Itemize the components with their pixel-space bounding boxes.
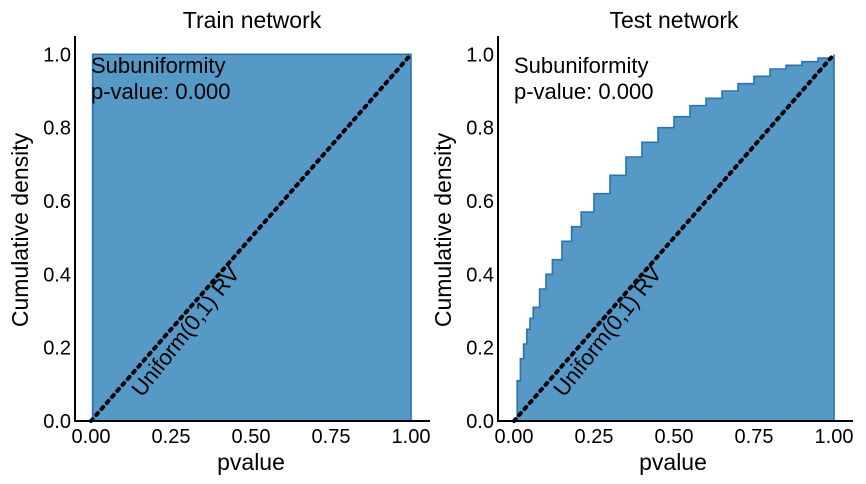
train-y-tick-label: 0.8 [43,118,71,140]
train-x-tick-label: 0.50 [232,426,271,448]
train-y-tick-label: 0.2 [43,338,71,360]
train-annotation-line-2: p-value: 0.000 [91,79,230,104]
test-y-tick-label: 0.0 [466,411,494,433]
test-x-tick-label: 0.50 [655,426,694,448]
test-y-axis-label: Cumulative density [430,132,456,327]
test-plot-area: 0.00 0.25 0.50 0.75 1.00 0.0 0.2 0.4 0.6 0.8 1.0 [466,36,853,448]
train-chart-title: Train network [183,7,322,33]
test-annotation-line-1: Subuniformity [514,53,649,78]
train-y-tick-label: 0.4 [43,264,71,286]
train-x-tick-label: 0.00 [72,426,111,448]
train-x-axis-label: pvalue [217,449,285,475]
train-x-tick-label: 0.25 [152,426,191,448]
train-y-tick-label: 0.0 [43,411,71,433]
train-uniform-reference-line [89,52,413,423]
test-x-axis-label: pvalue [639,449,707,475]
test-annotation-line-2: p-value: 0.000 [514,79,653,104]
test-y-tick-label: 0.2 [466,338,494,360]
train-y-axis-label: Cumulative density [7,132,33,327]
test-y-tick-label: 0.4 [466,264,494,286]
test-x-tick-label: 1.00 [815,426,854,448]
test-uniform-reference-line [512,52,836,423]
train-x-tick-label: 1.00 [392,426,431,448]
test-y-tick-label: 0.6 [466,191,494,213]
test-y-tick-label: 1.0 [466,44,494,66]
train-x-tick-label: 0.75 [312,426,351,448]
test-chart-title: Test network [609,7,739,33]
train-plot-area: 0.00 0.25 0.50 0.75 1.00 0.0 0.2 0.4 0.6 0.8 1.0 [43,36,430,448]
test-x-tick-label: 0.75 [735,426,774,448]
test-x-tick-label: 0.00 [495,426,534,448]
train-y-tick-label: 1.0 [43,44,71,66]
train-network-panel: 0.00 0.25 0.50 0.75 1.00 0.0 0.2 0.4 0.6 0.8 1.0 T… [7,7,430,475]
train-y-tick-label: 0.6 [43,191,71,213]
test-network-panel: 0.00 0.25 0.50 0.75 1.00 0.0 0.2 0.4 0.6 0.8 1.0 T… [430,7,853,475]
test-x-tick-label: 0.25 [575,426,614,448]
train-annotation-line-1: Subuniformity [91,53,226,78]
test-y-tick-label: 0.8 [466,118,494,140]
